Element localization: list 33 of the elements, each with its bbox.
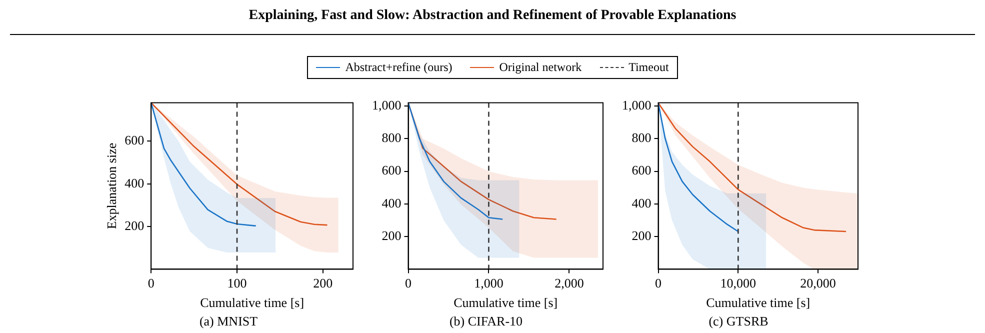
text: Explaining, Fast and Slow: Abstraction and Refinement of Provable Explanations (248, 8, 738, 24)
y-tick-label: 200 (632, 228, 652, 243)
y-tick-label: 400 (382, 195, 402, 210)
y-tick-label: 600 (632, 162, 652, 178)
x-tick-label: 0 (405, 275, 412, 290)
text: (b) CIFAR-10 (449, 314, 523, 329)
y-tick-label: 800 (632, 130, 652, 146)
y-tick-label: 1,000 (372, 97, 402, 112)
x-tick-label: 20,000 (800, 275, 836, 290)
y-tick-label: 1,000 (622, 97, 652, 112)
y-tick-label: 400 (632, 195, 652, 210)
text: (a) MNIST (199, 314, 258, 329)
x-tick-label: 200 (313, 275, 333, 290)
x-axis-title: Cumulative time [s] (200, 295, 304, 310)
text: (c) GTSRB (708, 314, 769, 329)
legend-label: Original network (499, 60, 582, 75)
x-tick-label: 0 (655, 275, 662, 290)
x-tick-label: 0 (148, 275, 154, 290)
x-tick-label: 1,000 (474, 275, 504, 290)
x-tick-label: 2,000 (554, 275, 584, 290)
y-tick-label: 200 (382, 228, 402, 243)
legend-label: Timeout (628, 60, 669, 75)
y-tick-label: 400 (124, 175, 144, 190)
y-tick-label: 200 (124, 218, 144, 233)
y-tick-label: 800 (382, 130, 402, 146)
y-tick-label: 600 (124, 132, 144, 148)
x-axis-title: Cumulative time [s] (454, 295, 558, 310)
y-tick-label: 600 (382, 162, 402, 178)
y-axis-title: Explanation size (104, 142, 120, 230)
x-tick-label: 100 (227, 275, 247, 290)
x-tick-label: 10,000 (720, 275, 756, 290)
legend-label: Abstract+refine (ours) (345, 60, 452, 75)
x-axis-title: Cumulative time [s] (706, 295, 810, 310)
